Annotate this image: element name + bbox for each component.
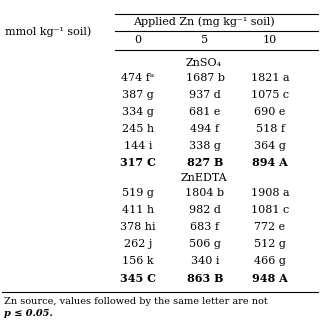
Text: 1081 c: 1081 c [251, 205, 289, 215]
Text: 474 fᵃ: 474 fᵃ [121, 73, 155, 83]
Text: 5: 5 [201, 35, 209, 45]
Text: ZnEDTA: ZnEDTA [181, 173, 227, 183]
Text: 466 g: 466 g [254, 256, 286, 266]
Text: Zn source, values followed by the same letter are not: Zn source, values followed by the same l… [4, 298, 268, 307]
Text: 144 i: 144 i [124, 141, 152, 151]
Text: 0: 0 [134, 35, 141, 45]
Text: 245 h: 245 h [122, 124, 154, 134]
Text: 683 f: 683 f [190, 222, 220, 232]
Text: 894 A: 894 A [252, 157, 288, 169]
Text: 519 g: 519 g [122, 188, 154, 198]
Text: 982 d: 982 d [189, 205, 221, 215]
Text: 10: 10 [263, 35, 277, 45]
Text: 334 g: 334 g [122, 107, 154, 117]
Text: 1908 a: 1908 a [251, 188, 289, 198]
Text: Applied Zn (mg kg⁻¹ soil): Applied Zn (mg kg⁻¹ soil) [133, 17, 275, 27]
Text: 338 g: 338 g [189, 141, 221, 151]
Text: 1075 c: 1075 c [251, 90, 289, 100]
Text: 1821 a: 1821 a [251, 73, 289, 83]
Text: 378 hi: 378 hi [120, 222, 156, 232]
Text: 518 f: 518 f [255, 124, 284, 134]
Text: ZnSO₄: ZnSO₄ [186, 58, 222, 68]
Text: 937 d: 937 d [189, 90, 221, 100]
Text: 364 g: 364 g [254, 141, 286, 151]
Text: 387 g: 387 g [122, 90, 154, 100]
Text: 690 e: 690 e [254, 107, 286, 117]
Text: 1804 b: 1804 b [185, 188, 225, 198]
Text: 262 j: 262 j [124, 239, 152, 249]
Text: 512 g: 512 g [254, 239, 286, 249]
Text: 411 h: 411 h [122, 205, 154, 215]
Text: 494 f: 494 f [190, 124, 220, 134]
Text: mmol kg⁻¹ soil): mmol kg⁻¹ soil) [5, 27, 91, 37]
Text: 1687 b: 1687 b [186, 73, 225, 83]
Text: 156 k: 156 k [122, 256, 154, 266]
Text: 772 e: 772 e [254, 222, 285, 232]
Text: 506 g: 506 g [189, 239, 221, 249]
Text: 317 C: 317 C [120, 157, 156, 169]
Text: 948 A: 948 A [252, 273, 288, 284]
Text: 863 B: 863 B [187, 273, 223, 284]
Text: 345 C: 345 C [120, 273, 156, 284]
Text: p ≤ 0.05.: p ≤ 0.05. [4, 308, 53, 317]
Text: 827 B: 827 B [187, 157, 223, 169]
Text: 340 i: 340 i [191, 256, 219, 266]
Text: 681 e: 681 e [189, 107, 221, 117]
